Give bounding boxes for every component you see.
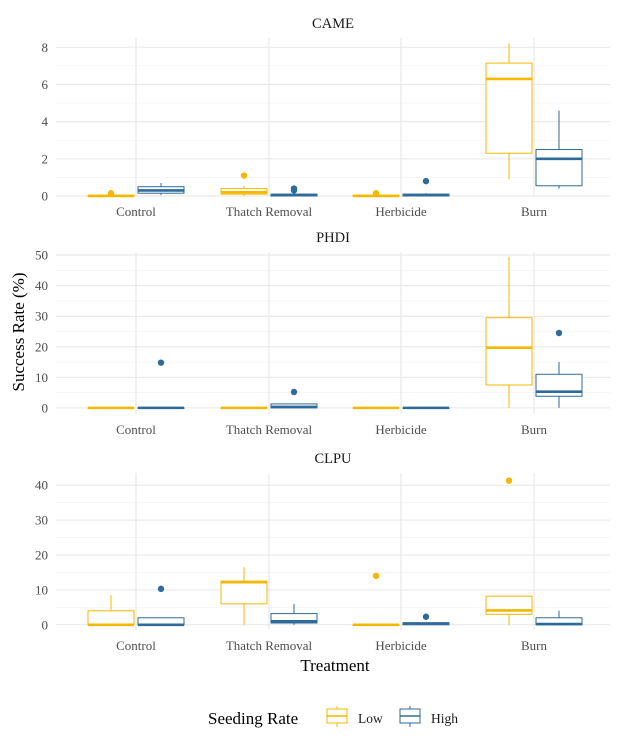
boxplot-low-control <box>87 406 135 410</box>
y-tick-label: 30 <box>35 513 48 528</box>
y-tick-label: 6 <box>42 77 49 92</box>
boxplot-low-herbicide <box>352 572 400 627</box>
box <box>535 149 583 187</box>
y-tick-label: 10 <box>35 582 48 597</box>
legend: Seeding Rate Low High <box>208 706 458 728</box>
x-tick-label: Thatch Removal <box>226 638 313 653</box>
box <box>220 580 268 605</box>
y-axis-title: Success Rate (%) <box>9 273 28 392</box>
outlier-point <box>240 172 248 179</box>
y-tick-label: 8 <box>42 40 49 55</box>
y-tick-label: 10 <box>35 370 48 385</box>
box <box>87 610 135 626</box>
outlier-point <box>555 329 563 337</box>
boxplot-high-herbicide <box>402 406 450 410</box>
boxplot-low-thatch-removal <box>220 172 268 196</box>
legend-label-low: Low <box>358 711 383 726</box>
x-tick-label: Herbicide <box>375 204 426 219</box>
outlier-point <box>290 187 298 194</box>
outlier-point <box>372 190 380 197</box>
boxplot-low-thatch-removal <box>220 406 268 410</box>
panel-title: CLPU <box>314 451 352 467</box>
boxplot-high-burn <box>535 110 583 189</box>
x-tick-label: Thatch Removal <box>226 204 313 219</box>
y-tick-label: 0 <box>42 617 49 632</box>
panels-layer: CAME 0 2 4 6 8 Control Thatch Removal Herbicide B… <box>35 16 610 653</box>
x-tick-label: Control <box>116 204 156 219</box>
boxplot-high-herbicide <box>402 613 450 626</box>
outlier-point <box>422 177 430 185</box>
boxplot-high-thatch-removal <box>270 603 318 625</box>
y-tick-label: 20 <box>35 339 48 354</box>
legend-key-high: High <box>399 706 458 727</box>
panel-title: CAME <box>312 16 354 32</box>
boxplot-high-herbicide <box>402 177 450 197</box>
panel-phdi: PHDI 0 10 20 30 40 50 Control Thatch Removal Herb… <box>35 230 610 437</box>
box <box>270 613 318 624</box>
outlier-point <box>372 572 380 580</box>
boxplot-low-thatch-removal <box>220 567 268 625</box>
x-tick-label: Herbicide <box>375 422 426 437</box>
boxplot-high-burn <box>535 329 583 408</box>
x-tick-label: Control <box>116 422 156 437</box>
y-tick-label: 40 <box>35 478 48 493</box>
box <box>485 317 533 386</box>
x-tick-label: Control <box>116 638 156 653</box>
outlier-point <box>157 359 165 366</box>
boxplot-high-thatch-removal <box>270 388 318 409</box>
box <box>485 62 533 154</box>
legend-items: Low High <box>326 706 458 727</box>
boxplot-low-burn <box>485 256 533 408</box>
boxplot-low-herbicide <box>352 190 400 198</box>
x-axis-title: Treatment <box>300 656 370 675</box>
x-tick-label: Herbicide <box>375 638 426 653</box>
y-tick-label: 20 <box>35 547 48 562</box>
y-tick-label: 40 <box>35 278 48 293</box>
boxplot-high-control <box>137 182 185 196</box>
x-tick-label: Thatch Removal <box>226 422 313 437</box>
legend-label-high: High <box>431 711 458 726</box>
boxplot-low-burn <box>485 43 533 180</box>
outlier-point <box>107 190 115 197</box>
y-tick-label: 50 <box>35 248 48 263</box>
outlier-point <box>290 388 298 396</box>
x-tick-label: Burn <box>521 204 548 219</box>
y-tick-label: 4 <box>42 114 49 129</box>
boxplot-high-control <box>137 359 185 410</box>
boxplot-low-control <box>87 595 135 627</box>
outlier-point <box>422 613 430 620</box>
outlier-point <box>505 477 513 484</box>
outlier-point <box>157 585 165 593</box>
panel-clpu: CLPU 0 10 20 30 40 Control Thatch Removal Herbic… <box>35 451 610 653</box>
boxplot-high-control <box>137 585 185 627</box>
boxplot-low-control <box>87 190 135 198</box>
x-tick-label: Burn <box>521 422 548 437</box>
legend-key-low: Low <box>326 706 383 727</box>
boxplot-high-burn <box>535 610 583 626</box>
panel-title: PHDI <box>316 230 350 246</box>
boxplot-low-burn <box>485 477 533 625</box>
y-tick-label: 2 <box>42 151 49 166</box>
y-tick-label: 0 <box>42 400 49 415</box>
x-tick-label: Burn <box>521 638 548 653</box>
legend-title: Seeding Rate <box>208 709 298 728</box>
panel-came: CAME 0 2 4 6 8 Control Thatch Removal Herbicide B… <box>42 16 610 219</box>
boxplot-high-thatch-removal <box>270 185 318 197</box>
boxplot-low-herbicide <box>352 406 400 410</box>
y-tick-label: 0 <box>42 189 49 204</box>
y-tick-label: 30 <box>35 309 48 324</box>
